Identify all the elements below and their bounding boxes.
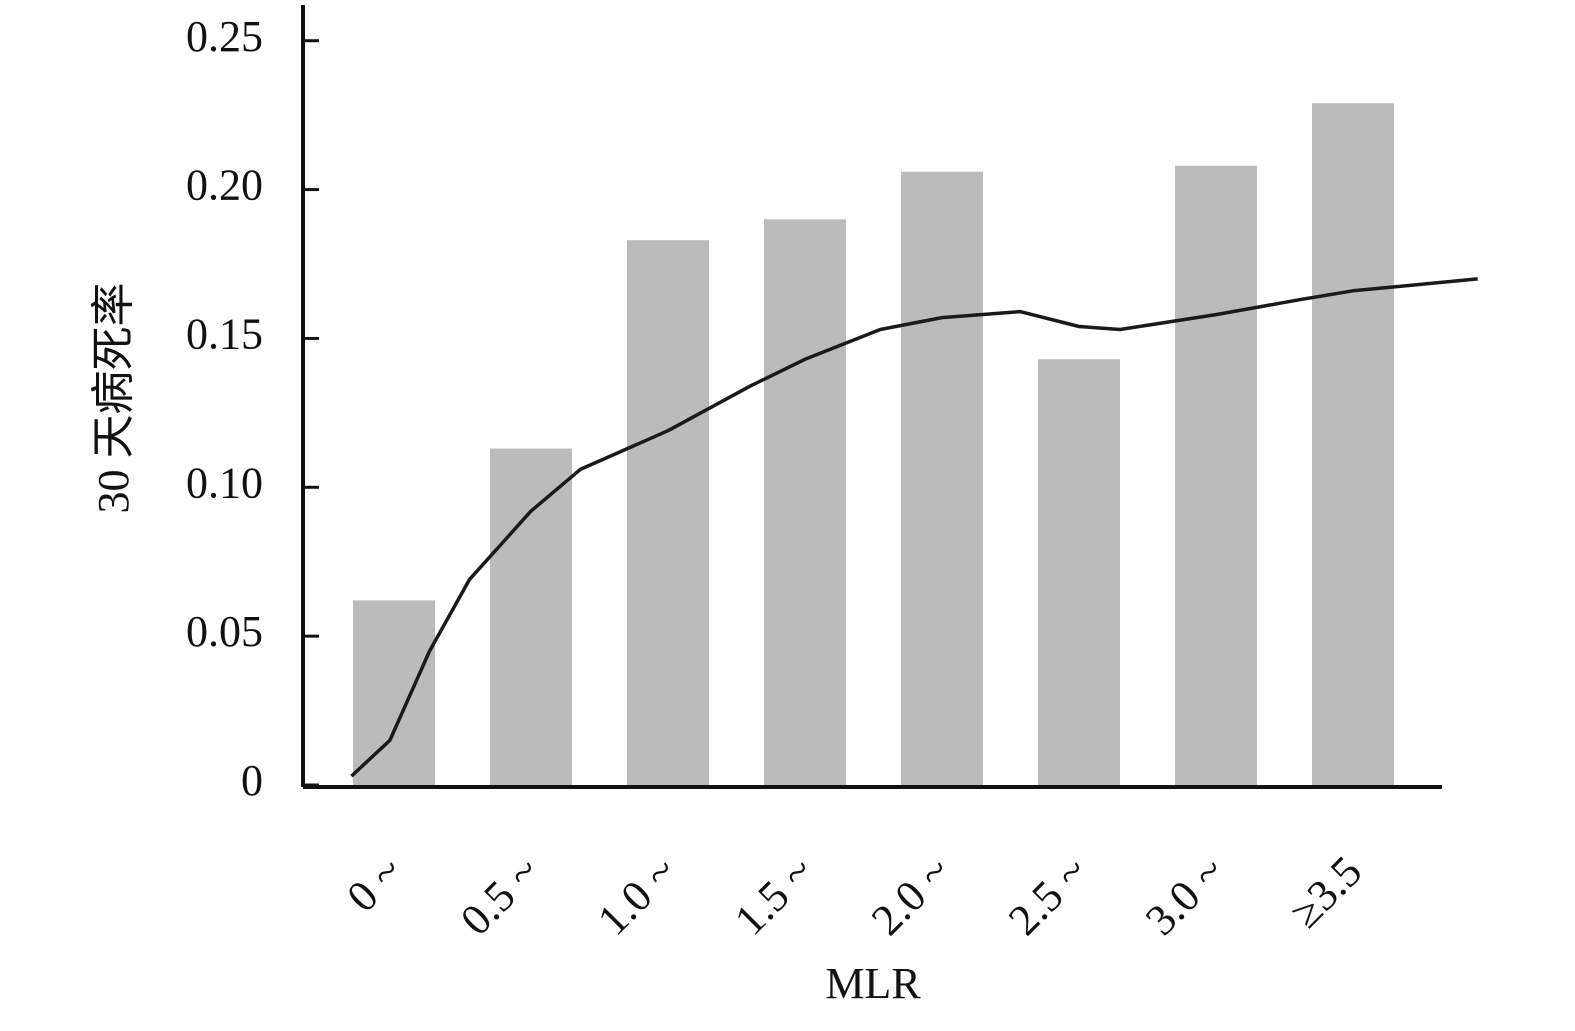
- y-tick-label: 0.10: [186, 458, 263, 507]
- bar: [1038, 359, 1120, 785]
- y-tick-label: 0.15: [186, 310, 263, 359]
- y-tick-label: 0.05: [186, 607, 263, 656]
- bar: [764, 219, 846, 786]
- x-tick-label: 0 ~: [337, 847, 412, 922]
- bar: [901, 171, 983, 786]
- bar: [490, 448, 572, 785]
- x-tick-label: 2.0 ~: [862, 847, 960, 945]
- y-tick-label: 0: [241, 756, 263, 805]
- x-axis-label: MLR: [825, 959, 921, 1008]
- x-tick-label: ≥3.5: [1281, 847, 1372, 938]
- y-tick-label: 0.20: [186, 161, 263, 210]
- x-tick-label: 2.5 ~: [999, 847, 1097, 945]
- x-tick-label: 0.5 ~: [451, 847, 549, 945]
- bar: [1312, 103, 1394, 786]
- x-tick-label: 1.5 ~: [725, 847, 823, 945]
- bar: [627, 240, 709, 785]
- bar: [1175, 165, 1257, 785]
- bar: [353, 600, 435, 785]
- x-tick-label: 1.0 ~: [588, 847, 686, 945]
- x-tick-label: 3.0 ~: [1136, 847, 1234, 945]
- fit-curve: [350, 277, 1478, 778]
- y-tick-label: 0.25: [186, 12, 263, 61]
- y-axis-label: 30 天病死率: [89, 283, 138, 514]
